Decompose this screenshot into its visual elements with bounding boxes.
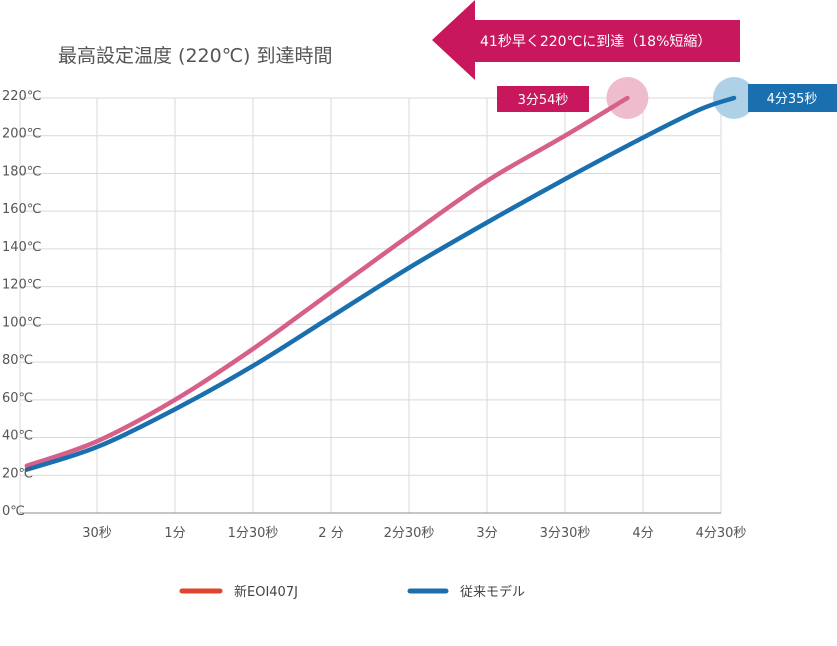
end-label-old: 4分35秒 — [748, 84, 837, 112]
x-tick-label: 1分30秒 — [228, 526, 279, 541]
end-label-old-text: 4分35秒 — [767, 92, 818, 107]
legend-label-old: 従来モデル — [460, 584, 525, 600]
end-label-new-text: 3分54秒 — [518, 93, 569, 108]
callout-arrow-shape — [432, 0, 740, 80]
y-tick-label: 80℃ — [2, 353, 33, 368]
callout-arrow: 41秒早く220℃に到達（18%短縮） — [432, 0, 740, 80]
x-tick-label: 2分30秒 — [384, 526, 435, 541]
y-tick-label: 0℃ — [2, 504, 25, 519]
y-tick-label: 40℃ — [2, 429, 33, 444]
x-tick-label: 2 分 — [318, 526, 343, 541]
y-tick-label: 120℃ — [2, 278, 41, 293]
x-tick-label: 4分30秒 — [696, 526, 747, 541]
end-label-new: 3分54秒 — [497, 86, 589, 112]
legend-label-new: 新EOI407J — [234, 584, 298, 600]
x-tick-label: 1分 — [164, 526, 185, 541]
y-tick-label: 180℃ — [2, 164, 41, 179]
x-tick-label: 30秒 — [82, 526, 112, 541]
y-tick-label: 100℃ — [2, 315, 41, 330]
y-tick-label: 140℃ — [2, 240, 41, 255]
callout-text: 41秒早く220℃に到達（18%短縮） — [480, 34, 711, 50]
y-tick-label: 160℃ — [2, 202, 41, 217]
legend: 新EOI407J 従来モデル — [179, 584, 525, 600]
x-tick-label: 4分 — [632, 526, 653, 541]
end-label-new-bg — [497, 86, 589, 112]
series-line-new — [24, 95, 630, 469]
end-label-old-bg — [748, 84, 837, 112]
chart-title: 最高設定温度 (220℃) 到達時間 — [58, 45, 333, 67]
y-tick-label: 200℃ — [2, 127, 41, 142]
y-tick-label: 220℃ — [2, 89, 41, 104]
series-line-old — [24, 95, 737, 472]
x-tick-label: 3分30秒 — [540, 526, 591, 541]
y-tick-label: 20℃ — [2, 466, 33, 481]
y-tick-label: 60℃ — [2, 391, 33, 406]
x-tick-label: 3分 — [476, 526, 497, 541]
